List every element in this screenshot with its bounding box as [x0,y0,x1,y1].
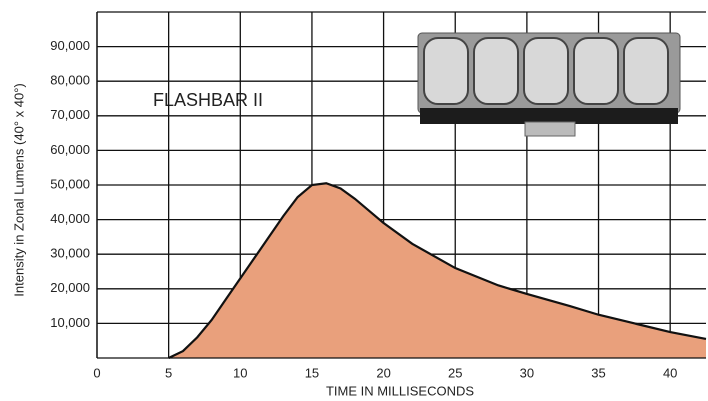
area-fill [168,183,706,358]
area [168,182,707,359]
photo-base [420,108,678,124]
y-tick-label: 40,000 [50,211,90,226]
x-tick-label: 15 [305,365,319,380]
x-tick-label: 40 [663,365,677,380]
y-tick-label: 20,000 [50,280,90,295]
x-tick-label: 10 [233,365,247,380]
x-tick-label: 0 [93,365,100,380]
photo-connector [524,121,576,137]
x-tick-label: 30 [520,365,534,380]
y-axis-label: Intensity in Zonal Lumens (40° x 40°) [11,83,26,296]
flashbar-photo [417,32,681,137]
y-tick-label: 70,000 [50,107,90,122]
y-tick-label: 30,000 [50,246,90,261]
x-tick-label: 5 [165,365,172,380]
y-tick-label: 90,000 [50,38,90,53]
x-axis-label: TIME IN MILLISECONDS [326,383,474,398]
annotation: FLASHBAR II [153,90,263,110]
y-tick-label: 10,000 [50,315,90,330]
y-tick-label: 50,000 [50,176,90,191]
y-tick-label: 60,000 [50,142,90,157]
x-tick-label: 35 [591,365,605,380]
photo-lamp [523,37,569,105]
y-tick-label: 80,000 [50,73,90,88]
photo-lamp [473,37,519,105]
x-tick-label: 20 [376,365,390,380]
x-tick-label: 25 [448,365,462,380]
photo-lamp [623,37,669,105]
photo-lamp [573,37,619,105]
photo-lamp [423,37,469,105]
